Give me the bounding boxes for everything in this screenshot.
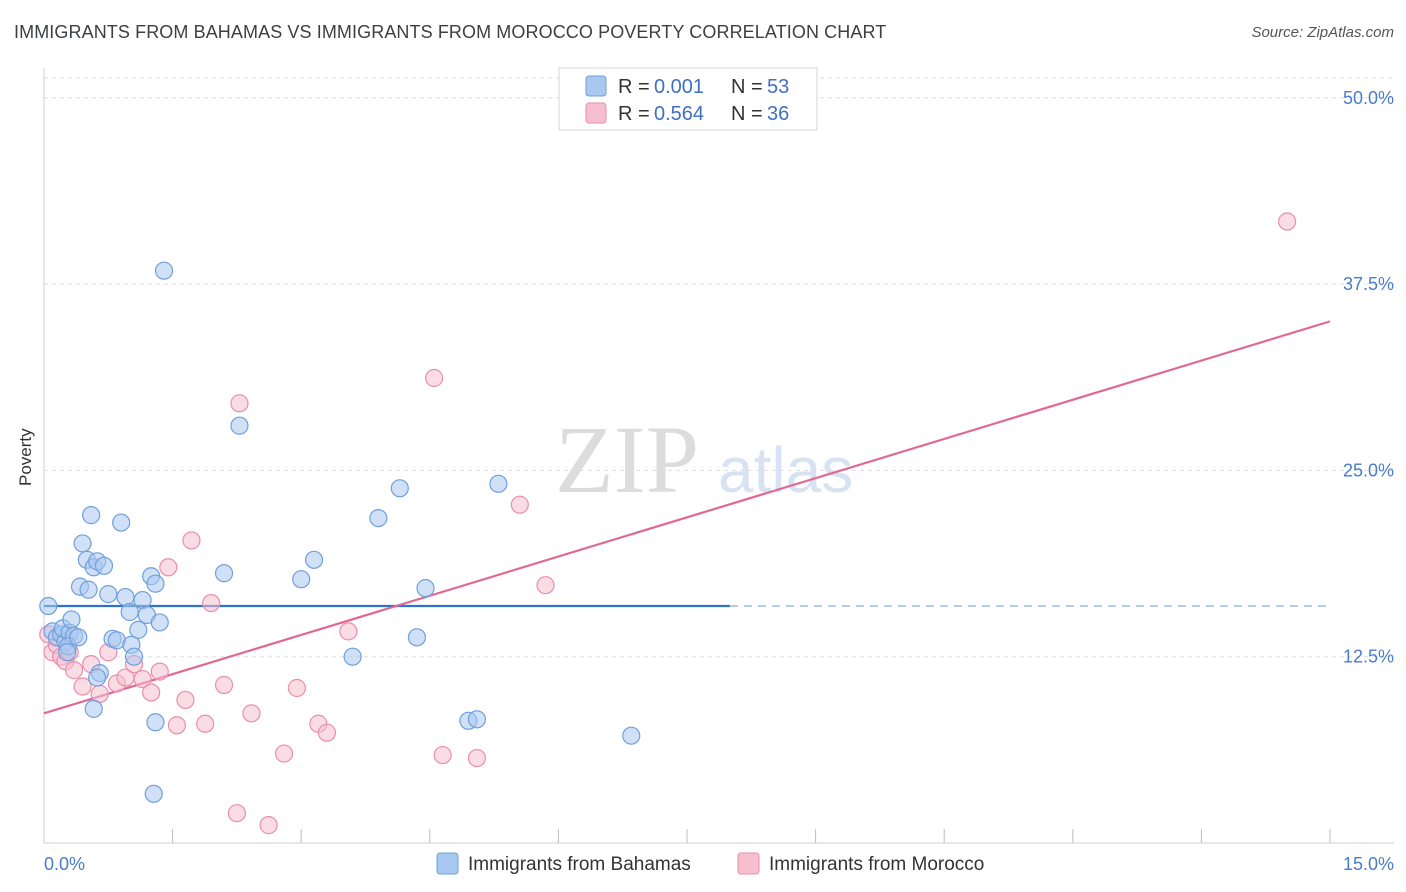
x-tick-label-max: 15.0%: [1343, 854, 1394, 874]
legend-bottom-label-bahamas: Immigrants from Bahamas: [468, 854, 691, 875]
watermark-zip: ZIP: [555, 406, 699, 513]
legend-n-label-bahamas: N =: [731, 76, 763, 98]
morocco-point: [227, 804, 246, 823]
morocco-point: [176, 690, 195, 710]
morocco-point: [242, 704, 261, 723]
bahamas-point: [129, 620, 148, 639]
morocco-point: [167, 716, 186, 735]
y-tick-label: 25.0%: [1343, 460, 1394, 480]
bahamas-point: [120, 602, 139, 622]
bahamas-point: [79, 580, 98, 599]
morocco-point: [287, 678, 307, 698]
chart-title: IMMIGRANTS FROM BAHAMAS VS IMMIGRANTS FR…: [14, 22, 887, 42]
axes: [43, 68, 1394, 844]
morocco-point: [214, 675, 234, 695]
bahamas-point: [116, 587, 135, 607]
legend-top: R = 0.001 N = 53 R = 0.564 N = 36: [558, 67, 818, 131]
bahamas-point: [84, 699, 103, 718]
bahamas-point: [154, 261, 174, 280]
gridlines: [44, 77, 1394, 658]
bahamas-point: [88, 668, 107, 687]
bahamas-point: [73, 534, 92, 553]
legend-bottom-swatch-bahamas: [436, 852, 459, 875]
legend-bottom-label-morocco: Immigrants from Morocco: [769, 854, 984, 875]
x-tick-label-min: 0.0%: [44, 854, 85, 874]
bahamas-point: [39, 596, 58, 616]
bahamas-point: [146, 713, 165, 732]
morocco-point: [196, 714, 215, 733]
morocco-point: [133, 669, 152, 689]
legend-n-value-bahamas: 53: [767, 76, 789, 98]
legend-n-value-morocco: 36: [767, 103, 789, 125]
legend-swatch-bahamas: [585, 75, 607, 97]
bahamas-point: [69, 628, 88, 647]
morocco-point: [159, 558, 178, 577]
bahamas-point: [467, 710, 487, 729]
trend-lines: [43, 320, 1331, 715]
morocco-point: [274, 744, 294, 763]
morocco-point: [142, 683, 161, 702]
chart-source: Source: ZipAtlas.com: [1251, 24, 1394, 41]
legend-r-value-bahamas: 0.001: [654, 76, 704, 98]
bahamas-point: [622, 726, 641, 745]
y-tick-labels: 12.5% 25.0% 37.5% 50.0%: [1343, 88, 1394, 667]
morocco-point: [536, 576, 555, 595]
morocco-point: [64, 661, 84, 680]
morocco-point: [73, 677, 92, 696]
bahamas-point: [94, 556, 114, 575]
legend-r-label-bahamas: R =: [618, 76, 650, 98]
legend-bottom-swatch-morocco: [737, 852, 760, 875]
bahamas-point: [292, 570, 311, 589]
legend-n-label-morocco: N =: [731, 103, 763, 125]
x-tick-labels: 0.0% 15.0%: [44, 854, 1394, 874]
bahamas-point: [133, 590, 152, 610]
legend-swatch-morocco: [585, 102, 607, 124]
y-tick-label: 50.0%: [1343, 88, 1394, 108]
morocco-point: [182, 531, 201, 550]
morocco-point: [433, 745, 452, 765]
morocco-point: [339, 622, 358, 641]
bahamas-point: [99, 585, 118, 604]
morocco-trend-line: [43, 320, 1331, 715]
bahamas-point: [144, 784, 163, 803]
bahamas-point: [112, 513, 131, 532]
bahamas-point: [304, 550, 324, 569]
y-tick-label: 37.5%: [1343, 274, 1394, 294]
morocco-point: [230, 394, 249, 413]
bahamas-point: [82, 506, 101, 525]
morocco-point: [424, 368, 444, 388]
bahamas-point: [62, 610, 81, 629]
bahamas-point: [416, 579, 435, 598]
morocco-point: [150, 662, 169, 681]
legend-bottom: Immigrants from Bahamas Immigrants from …: [436, 852, 984, 875]
y-tick-label: 12.5%: [1343, 647, 1394, 667]
bahamas-point: [407, 628, 427, 647]
bahamas-point: [58, 643, 77, 662]
bahamas-point: [489, 474, 508, 493]
legend-r-value-morocco: 0.564: [654, 103, 704, 125]
bahamas-point: [150, 613, 169, 632]
morocco-point: [317, 723, 337, 742]
bahamas-point: [146, 574, 165, 593]
morocco-point: [259, 816, 278, 835]
bahamas-point: [124, 647, 144, 666]
bahamas-points: [39, 261, 641, 803]
morocco-point: [202, 593, 221, 613]
legend-r-label-morocco: R =: [618, 103, 650, 125]
bahamas-point: [230, 416, 249, 435]
morocco-point: [1278, 212, 1297, 231]
morocco-point: [467, 748, 487, 768]
morocco-point: [510, 495, 529, 514]
bahamas-point: [369, 508, 388, 528]
bahamas-point: [214, 564, 234, 583]
watermark-atlas: atlas: [718, 434, 853, 506]
bahamas-point: [343, 647, 362, 666]
bahamas-point: [390, 479, 409, 498]
